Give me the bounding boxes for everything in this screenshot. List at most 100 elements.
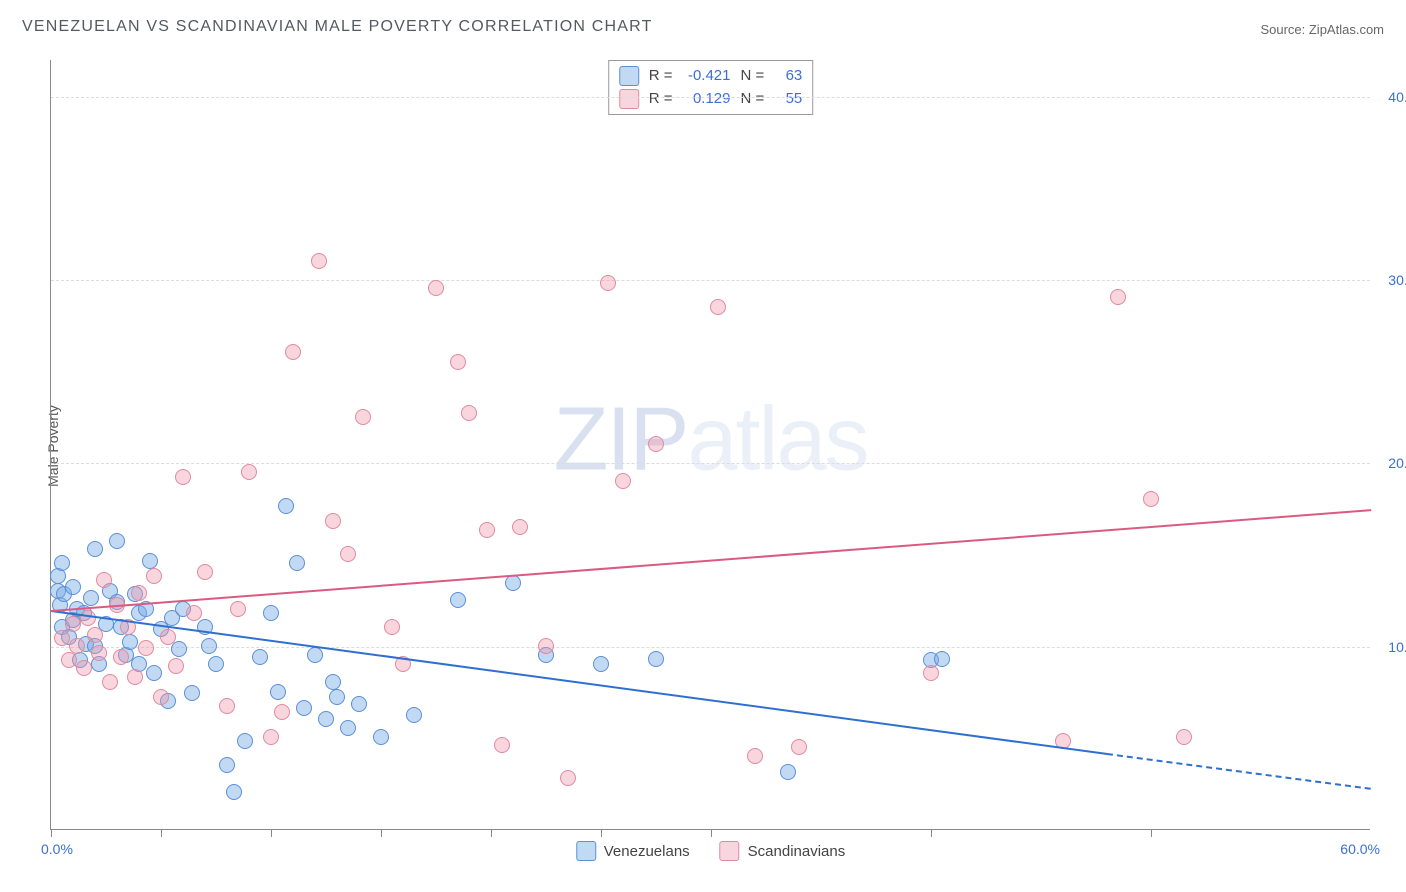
legend-swatch (619, 66, 639, 86)
trend-line (1107, 753, 1371, 790)
data-point (122, 634, 138, 650)
data-point (102, 674, 118, 690)
x-tick (271, 829, 272, 837)
data-point (1143, 491, 1159, 507)
data-point (289, 555, 305, 571)
data-point (428, 280, 444, 296)
data-point (355, 409, 371, 425)
data-point (237, 733, 253, 749)
y-tick-label: 20.0% (1378, 455, 1406, 471)
stats-legend: R = -0.421 N = 63R =0.129N =55 (608, 60, 814, 115)
data-point (109, 533, 125, 549)
data-point (226, 784, 242, 800)
data-point (91, 645, 107, 661)
data-point (615, 473, 631, 489)
x-tick (601, 829, 602, 837)
data-point (230, 601, 246, 617)
data-point (406, 707, 422, 723)
data-point (1176, 729, 1192, 745)
data-point (600, 275, 616, 291)
y-tick-label: 30.0% (1378, 272, 1406, 288)
data-point (83, 590, 99, 606)
y-tick-label: 10.0% (1378, 639, 1406, 655)
legend-item: Scandinavians (720, 841, 846, 861)
data-point (146, 665, 162, 681)
data-point (710, 299, 726, 315)
y-tick-label: 40.0% (1378, 89, 1406, 105)
x-tick-max: 60.0% (1340, 841, 1380, 857)
data-point (263, 729, 279, 745)
data-point (340, 546, 356, 562)
data-point (648, 651, 664, 667)
data-point (201, 638, 217, 654)
data-point (87, 541, 103, 557)
x-tick (711, 829, 712, 837)
data-point (175, 469, 191, 485)
data-point (65, 579, 81, 595)
data-point (113, 649, 129, 665)
x-tick (51, 829, 52, 837)
data-point (747, 748, 763, 764)
data-point (512, 519, 528, 535)
data-point (208, 656, 224, 672)
gridline (51, 97, 1370, 98)
trend-line (51, 509, 1371, 612)
data-point (340, 720, 356, 736)
data-point (252, 649, 268, 665)
r-label: R = (649, 65, 673, 88)
x-tick-min: 0.0% (41, 841, 73, 857)
x-tick (931, 829, 932, 837)
data-point (263, 605, 279, 621)
n-label: N = (741, 88, 765, 111)
data-point (311, 253, 327, 269)
legend-swatch (720, 841, 740, 861)
r-label: R = (649, 88, 673, 111)
legend-swatch (619, 89, 639, 109)
series-legend: Venezuelans Scandinavians (576, 841, 845, 861)
data-point (923, 665, 939, 681)
data-point (450, 354, 466, 370)
data-point (69, 638, 85, 654)
r-value: -0.421 (683, 65, 731, 88)
data-point (560, 770, 576, 786)
data-point (325, 513, 341, 529)
data-point (307, 647, 323, 663)
data-point (384, 619, 400, 635)
data-point (54, 555, 70, 571)
data-point (96, 572, 112, 588)
trend-line (51, 610, 1107, 755)
data-point (351, 696, 367, 712)
data-point (450, 592, 466, 608)
data-point (153, 689, 169, 705)
data-point (131, 585, 147, 601)
data-point (219, 757, 235, 773)
data-point (54, 630, 70, 646)
data-point (168, 658, 184, 674)
data-point (494, 737, 510, 753)
data-point (461, 405, 477, 421)
data-point (160, 629, 176, 645)
legend-label: Venezuelans (604, 843, 690, 860)
data-point (186, 605, 202, 621)
data-point (270, 684, 286, 700)
legend-item: Venezuelans (576, 841, 690, 861)
x-tick (161, 829, 162, 837)
data-point (171, 641, 187, 657)
data-point (278, 498, 294, 514)
gridline (51, 280, 1370, 281)
legend-swatch (576, 841, 596, 861)
data-point (127, 669, 143, 685)
chart-title: VENEZUELAN VS SCANDINAVIAN MALE POVERTY … (22, 18, 653, 36)
data-point (80, 610, 96, 626)
data-point (285, 344, 301, 360)
stats-row: R =0.129N =55 (619, 88, 803, 111)
data-point (325, 674, 341, 690)
n-value: 63 (774, 65, 802, 88)
plot-area: ZIPatlas R =-0.421N =63R =0.129N =55 Ven… (50, 60, 1370, 830)
x-tick (1151, 829, 1152, 837)
data-point (65, 616, 81, 632)
source-label: Source: ZipAtlas.com (1260, 22, 1384, 37)
data-point (791, 739, 807, 755)
gridline (51, 647, 1370, 648)
n-label: N = (741, 65, 765, 88)
